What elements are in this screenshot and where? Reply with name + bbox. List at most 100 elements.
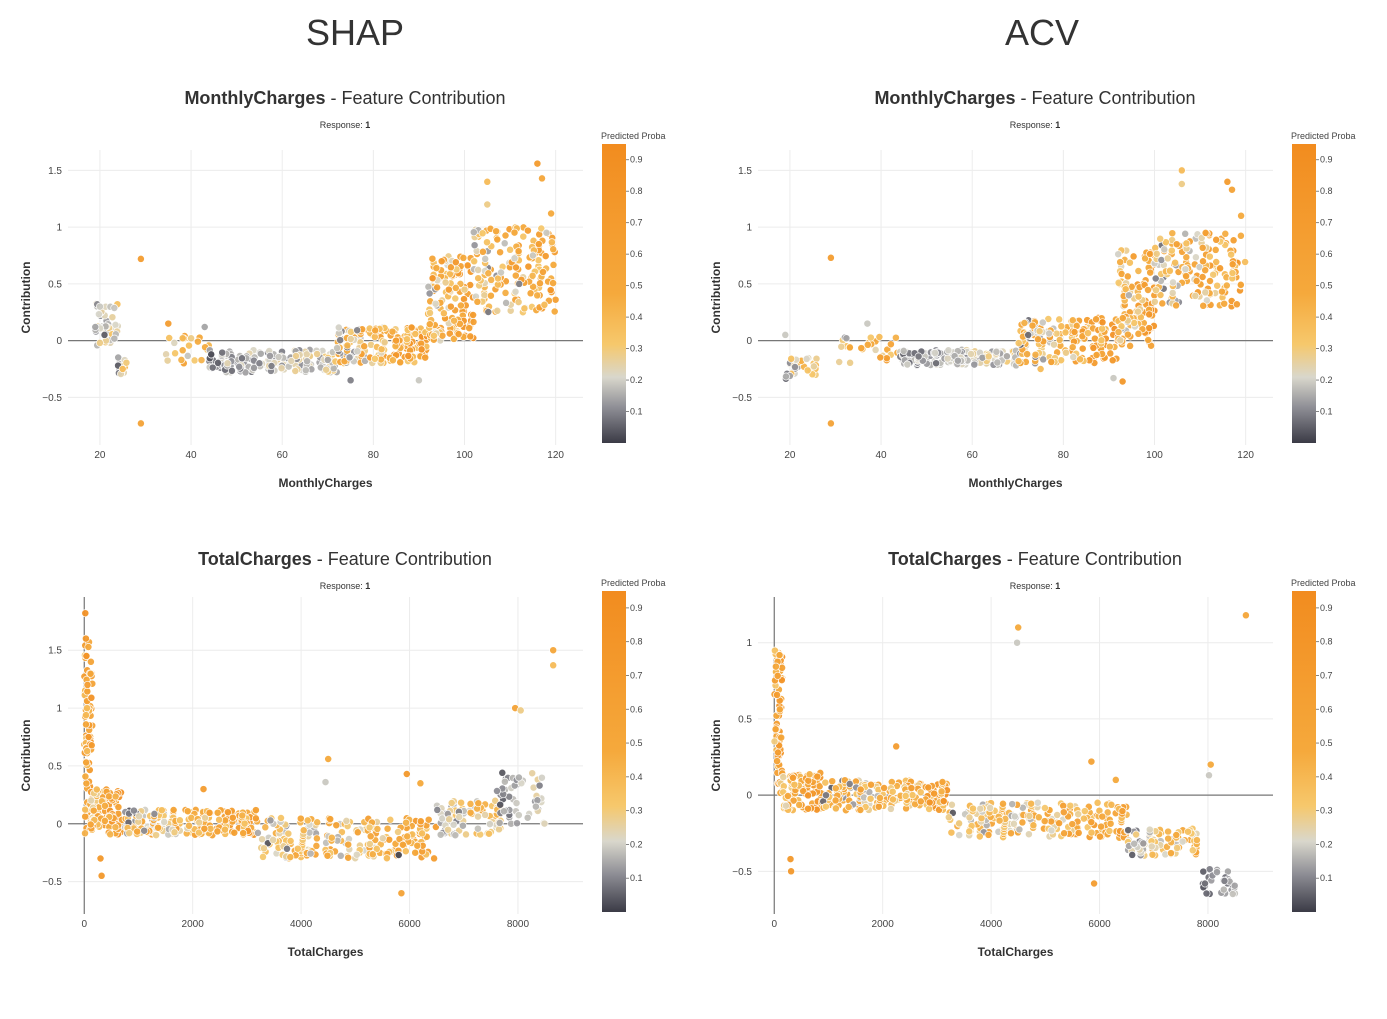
scatter-plot[interactable]: 20 40 60 80 100 120−0.500.511.5MonthlyCharges… [690,88,1380,558]
data-point [965,813,974,822]
scatter-plot[interactable]: 0 2000 4000 6000 8000 −0.5 0 0.5 1 1.5 TotalCharge… [0,549,690,986]
data-point [1107,800,1116,809]
x-tick-label: 20 [94,450,106,461]
data-point [541,252,550,261]
data-point [287,357,296,365]
data-point [1035,327,1044,336]
data-point [81,609,90,618]
data-point [1014,357,1023,366]
data-point [1171,258,1180,267]
data-point [484,269,493,278]
data-point [207,350,216,359]
x-tick-label: 60 [277,450,289,461]
data-point [324,755,333,763]
x-tick-label: 120 [547,450,564,461]
data-point [327,833,336,842]
data-point [932,359,941,368]
x-axis-label: MonthlyCharges [278,476,372,490]
data-point [1168,229,1177,238]
subtitle-label: Response: [1009,120,1056,130]
data-point [441,278,450,287]
data-point [197,356,206,365]
data-point [193,337,202,346]
data-point [1181,229,1190,238]
data-point [269,835,278,844]
data-point [1074,828,1083,837]
data-point [1192,836,1201,845]
data-point [283,844,291,853]
data-point [1079,814,1088,823]
colorbar-tick-label: 0.3 [630,344,643,354]
subtitle-value: 1 [365,120,371,130]
data-point [1178,837,1187,846]
data-point [1047,357,1056,366]
colorbar-tick-label: 0.9 [630,155,643,165]
data-point [199,785,208,794]
data-point [353,326,362,335]
colorbar-tick-label: 0.7 [630,218,643,228]
data-point [1098,318,1107,327]
scatter-plot[interactable]: 0 2000 4000 6000 8000 −0.5 0 0.5 1 TotalCharges Co… [690,549,1380,986]
colorbar-tick-label: 0.7 [630,670,643,680]
column-title-shap: SHAP [305,12,405,53]
data-point [97,871,106,880]
data-point [326,815,335,824]
data-point [524,262,533,271]
data-point [1201,228,1210,237]
data-point [239,829,248,838]
data-point [821,802,830,811]
data-point [1044,315,1053,323]
data-point [255,359,264,368]
data-point [1007,829,1015,838]
data-point [1205,771,1213,780]
data-point [106,830,115,839]
colorbar-tick-label: 0.1 [1320,873,1333,883]
data-point [1146,250,1154,258]
data-point [100,801,109,810]
colorbar-tick-label: 0.7 [1320,218,1333,228]
data-point [388,327,397,336]
data-point [536,279,544,288]
data-point [322,365,331,374]
data-point [456,301,465,310]
data-point [365,840,374,848]
data-point [515,279,524,288]
data-point [444,285,453,294]
data-point [506,245,515,254]
data-point [105,792,113,801]
data-point [891,333,900,342]
data-point [323,851,332,860]
data-point [1172,831,1181,839]
data-point [1013,638,1022,647]
data-point [171,349,180,358]
data-point [812,354,821,363]
data-point [528,251,537,260]
data-point [1144,336,1153,344]
data-point [1156,234,1165,243]
data-point [984,830,993,839]
data-point [1062,348,1070,357]
data-point [876,353,885,362]
data-point [170,338,179,347]
data-point [129,806,138,815]
data-point [345,353,354,362]
data-point [1213,281,1222,290]
data-point [473,824,482,833]
data-point [240,819,249,828]
data-point [333,344,342,353]
data-point [528,769,537,778]
data-point [312,834,321,843]
data-point [446,263,455,272]
scatter-points [91,159,560,428]
data-point [892,742,901,751]
data-point [178,346,187,355]
data-point [394,851,403,859]
data-point [1114,278,1123,287]
data-point [1199,301,1208,310]
data-point [523,226,532,235]
data-point [967,350,975,358]
colorbar-tick-label: 0.8 [1320,186,1333,196]
data-point [809,362,818,371]
data-point [1096,832,1104,841]
scatter-plot[interactable]: 20 40 60 80 100 120−0.500.511.5MonthlyCharges… [0,88,690,558]
